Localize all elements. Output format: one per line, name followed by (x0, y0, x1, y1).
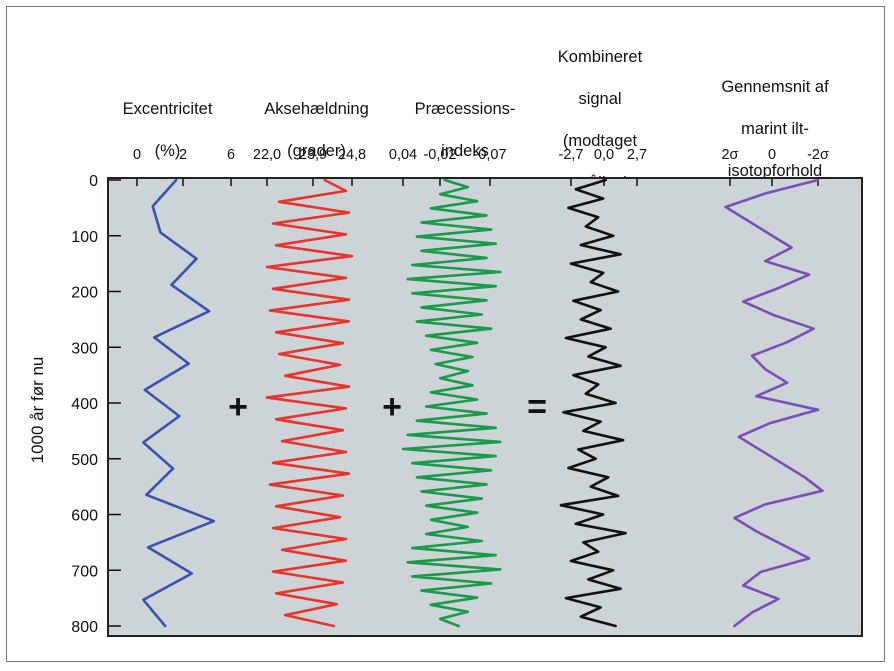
series-line (559, 178, 627, 628)
header-line: marint ilt- (741, 120, 809, 138)
header-praecessionsindeks: Præcessions- indeks (390, 78, 540, 162)
y-tick-label: 700 (71, 563, 98, 580)
y-tick-label: 600 (71, 508, 98, 525)
y-tick-label: 800 (71, 619, 98, 636)
x-tick-label: 0 (133, 147, 141, 163)
header-line: Excentricitet (122, 100, 213, 118)
plot-background (107, 177, 863, 637)
header-oxygen-isotope: Gennemsnit af marint ilt- isotopforhold (690, 56, 860, 182)
series-line (142, 178, 216, 628)
x-tick-label: 2σ (721, 147, 738, 163)
x-tick-label: -0,07 (473, 147, 506, 163)
y-tick-label: 200 (71, 285, 98, 302)
header-excentricitet: Excentricitet (%) (95, 78, 240, 162)
header-line: indeks (441, 142, 489, 160)
operator-symbol: + (228, 388, 248, 426)
y-tick-label: 100 (71, 229, 98, 246)
x-tick-label: 22,0 (253, 147, 281, 163)
header-line: (grader) (287, 142, 346, 160)
header-aksehaeldning: Aksehældning (grader) (244, 78, 389, 162)
x-tick-label: 23,9 (299, 147, 327, 163)
x-tick-label: -2,7 (559, 147, 584, 163)
header-line: Gennemsnit af (721, 78, 829, 96)
x-tick-label: 24,8 (338, 147, 366, 163)
operator-symbol: + (382, 388, 402, 426)
header-line: Præcessions- (414, 100, 516, 118)
x-tick-label: 6 (227, 147, 235, 163)
header-line: isotopforhold (727, 162, 823, 180)
x-tick-label: 2,7 (627, 147, 647, 163)
header-line: signal (578, 90, 622, 108)
x-tick-label: -2σ (807, 147, 829, 163)
x-tick-label: 0 (768, 147, 776, 163)
series-line (401, 178, 502, 628)
x-tick-label: 0,04 (389, 147, 417, 163)
y-tick-label: 300 (71, 340, 98, 357)
header-line: Aksehældning (264, 100, 369, 118)
header-line: Kombineret (557, 48, 643, 66)
header-line: (modtaget (562, 132, 638, 150)
x-tick-label: -0,02 (423, 147, 456, 163)
x-tick-label: 2 (179, 147, 187, 163)
y-tick-label: 400 (71, 396, 98, 413)
operator-symbol: = (527, 388, 547, 426)
y-tick-label: 500 (71, 452, 98, 469)
series-line (724, 178, 824, 628)
series-line (265, 178, 354, 628)
header-line: (%) (154, 142, 181, 160)
x-tick-label: 0,0 (594, 147, 614, 163)
y-tick-label: 0 (89, 173, 98, 190)
